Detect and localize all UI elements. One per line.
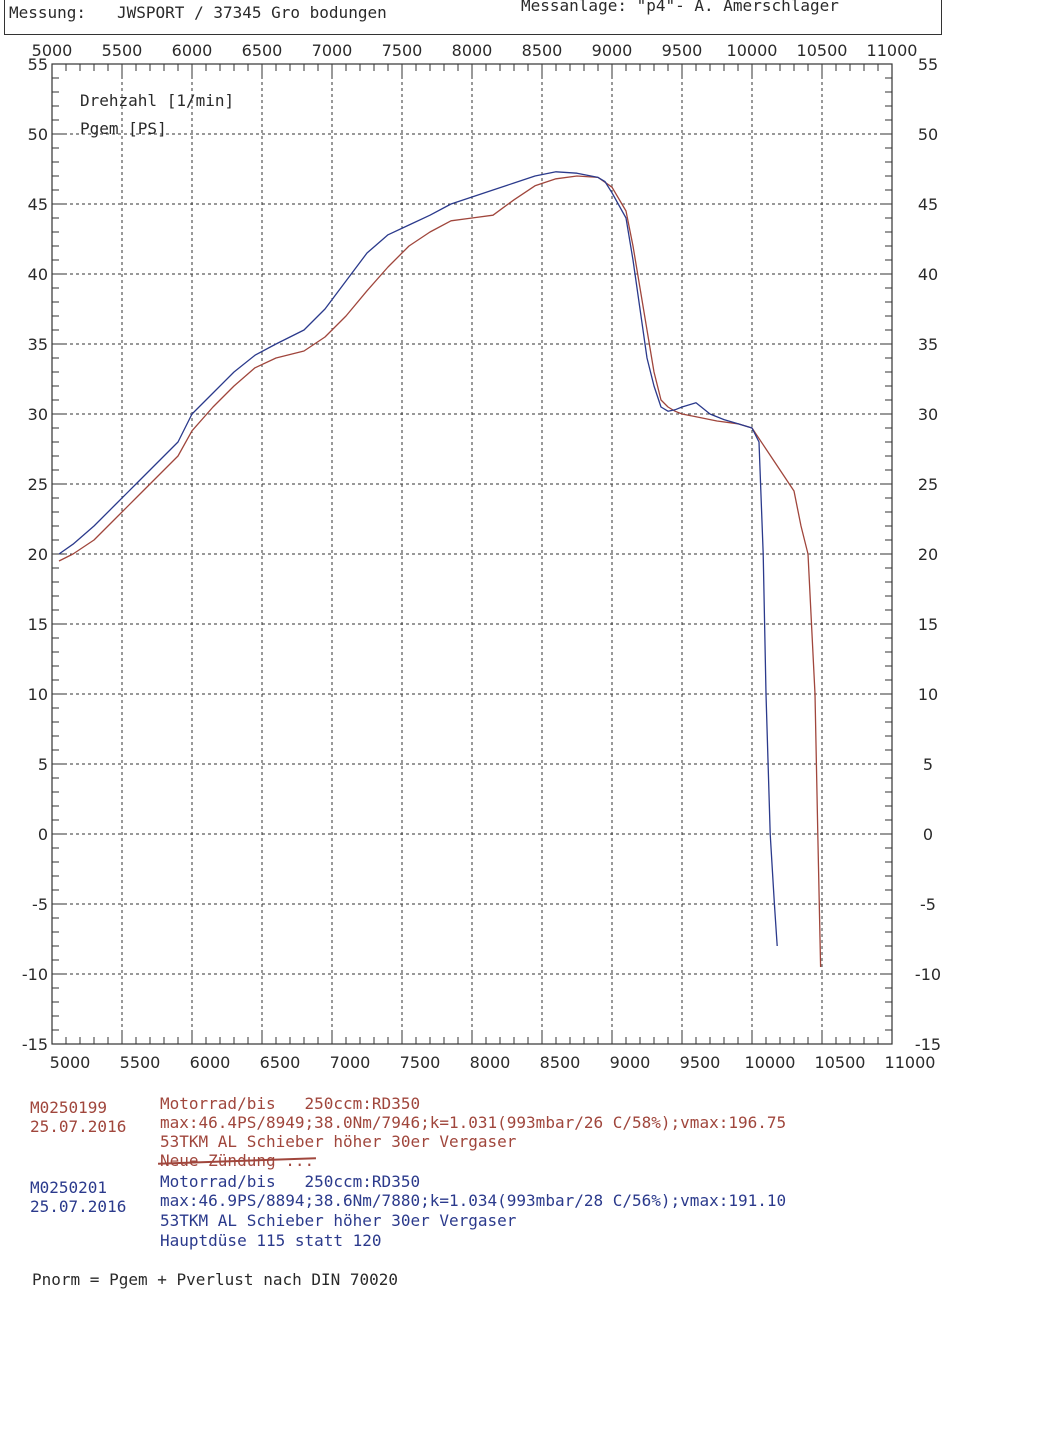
y-tick-label-left: 40 — [28, 265, 48, 284]
x-tick-label-bottom: 5500 — [120, 1053, 161, 1072]
y-tick-label-right: -10 — [915, 965, 941, 984]
x-tick-label-bottom: 11000 — [885, 1053, 936, 1072]
record-1-line4: Neue Zündung ... — [160, 1151, 314, 1170]
axis-ticks — [51, 63, 893, 1045]
x-tick-label-bottom: 7000 — [330, 1053, 371, 1072]
x-tick-label-bottom: 6500 — [260, 1053, 301, 1072]
x-tick-label-bottom: 9000 — [610, 1053, 651, 1072]
x-tick-label-top: 6000 — [172, 41, 213, 60]
y-tick-label-left: -15 — [22, 1035, 48, 1054]
record-2-line4: Hauptdüse 115 statt 120 — [160, 1231, 382, 1250]
x-tick-label-top: 7500 — [382, 41, 423, 60]
record-1-id: M0250199 — [30, 1098, 108, 1117]
record-1-line1: Motorrad/bis 250ccm:RD350 — [160, 1094, 421, 1113]
x-tick-label-top: 5000 — [32, 41, 73, 60]
y-tick-label-right: 20 — [918, 545, 938, 564]
y-tick-label-right: 50 — [918, 125, 938, 144]
x-tick-label-bottom: 10000 — [745, 1053, 796, 1072]
record-2-date: 25.07.2016 — [30, 1197, 127, 1216]
y-tick-label-right: 45 — [918, 195, 938, 214]
record-2-line3: 53TKM AL Schieber höher 30er Vergaser — [160, 1211, 517, 1230]
measurement-header: Messung: JWSPORT / 37345 Gro bodungen Me… — [4, 0, 942, 35]
y-tick-label-right: 15 — [918, 615, 938, 634]
y-tick-label-left: 20 — [28, 545, 48, 564]
y-tick-label-left: 15 — [28, 615, 48, 634]
record-1-line2: max:46.4PS/8949;38.0Nm/7946;k=1.031(993m… — [160, 1113, 787, 1132]
x-tick-label-top: 8000 — [452, 41, 493, 60]
x-axis-top-labels: 5000 5500 6000 6500 7000 7500 8000 8500 9000 9500… — [32, 41, 918, 60]
x-tick-label-bottom: 7500 — [400, 1053, 441, 1072]
y-tick-label-right: 10 — [918, 685, 938, 704]
legend-drehzahl: Drehzahl [1/min] — [80, 91, 234, 110]
record-2-line1: Motorrad/bis 250ccm:RD350 — [160, 1172, 421, 1191]
messung-label: Messung: — [9, 3, 87, 22]
y-tick-label-right: -5 — [920, 895, 936, 914]
record-1-date: 25.07.2016 — [30, 1117, 127, 1136]
y-tick-label-left: 25 — [28, 475, 48, 494]
y-tick-label-left: 50 — [28, 125, 48, 144]
x-axis-bottom-labels: 5000 5500 6000 6500 7000 7500 8000 8500 9000 9500… — [50, 1053, 936, 1072]
messung-value: JWSPORT / 37345 Gro bodungen — [117, 3, 387, 22]
legend: Drehzahl [1/min] Pgem [PS] — [80, 91, 234, 138]
y-tick-label-right: -15 — [915, 1035, 941, 1054]
din-footer-note: Pnorm = Pgem + Pverlust nach DIN 70020 — [32, 1270, 399, 1289]
y-tick-label-right: 0 — [923, 825, 933, 844]
x-tick-label-top: 6500 — [242, 41, 283, 60]
x-tick-label-bottom: 10500 — [815, 1053, 866, 1072]
x-tick-label-top: 8500 — [522, 41, 563, 60]
x-tick-label-bottom: 8500 — [540, 1053, 581, 1072]
y-tick-label-left: 5 — [38, 755, 48, 774]
y-tick-label-right: 30 — [918, 405, 938, 424]
y-tick-label-left: -10 — [22, 965, 48, 984]
series-lines — [58, 171, 822, 968]
y-tick-label-left: -5 — [32, 895, 48, 914]
y-tick-label-left: 45 — [28, 195, 48, 214]
series-line-M0250199 — [58, 175, 822, 968]
record-2-line2: max:46.9PS/8894;38.6Nm/7880;k=1.034(993m… — [160, 1191, 787, 1210]
x-tick-label-bottom: 5000 — [50, 1053, 91, 1072]
y-tick-label-right: 55 — [918, 55, 938, 74]
x-tick-label-bottom: 9500 — [680, 1053, 721, 1072]
y-tick-label-left: 35 — [28, 335, 48, 354]
y-tick-label-right: 35 — [918, 335, 938, 354]
x-tick-label-top: 5500 — [102, 41, 143, 60]
y-tick-label-left: 30 — [28, 405, 48, 424]
record-1-line4-text: Neue Zündung ... — [160, 1151, 315, 1170]
series-line-M0250201 — [58, 171, 778, 947]
x-tick-label-top: 9500 — [662, 41, 703, 60]
grid — [52, 64, 892, 1044]
y-tick-label-right: 5 — [923, 755, 933, 774]
record-1-line3: 53TKM AL Schieber höher 30er Vergaser — [160, 1132, 517, 1151]
x-tick-label-top: 10000 — [727, 41, 778, 60]
y-tick-label-left: 55 — [28, 55, 48, 74]
dyno-chart: 5000 5500 6000 6500 7000 7500 8000 8500 9000 9500… — [22, 41, 941, 1072]
y-tick-label-left: 0 — [38, 825, 48, 844]
messanlage-text: Messanlage: "p4"- A. Amerschlager — [521, 0, 839, 15]
x-tick-label-top: 11000 — [867, 41, 918, 60]
record-2-id: M0250201 — [30, 1178, 108, 1197]
y-tick-label-right: 40 — [918, 265, 938, 284]
x-tick-label-top: 9000 — [592, 41, 633, 60]
y-tick-label-left: 10 — [28, 685, 48, 704]
y-tick-label-right: 25 — [918, 475, 938, 494]
x-tick-label-top: 10500 — [797, 41, 848, 60]
x-tick-label-top: 7000 — [312, 41, 353, 60]
legend-pgem: Pgem [PS] — [80, 119, 167, 138]
x-tick-label-bottom: 8000 — [470, 1053, 511, 1072]
x-tick-label-bottom: 6000 — [190, 1053, 231, 1072]
